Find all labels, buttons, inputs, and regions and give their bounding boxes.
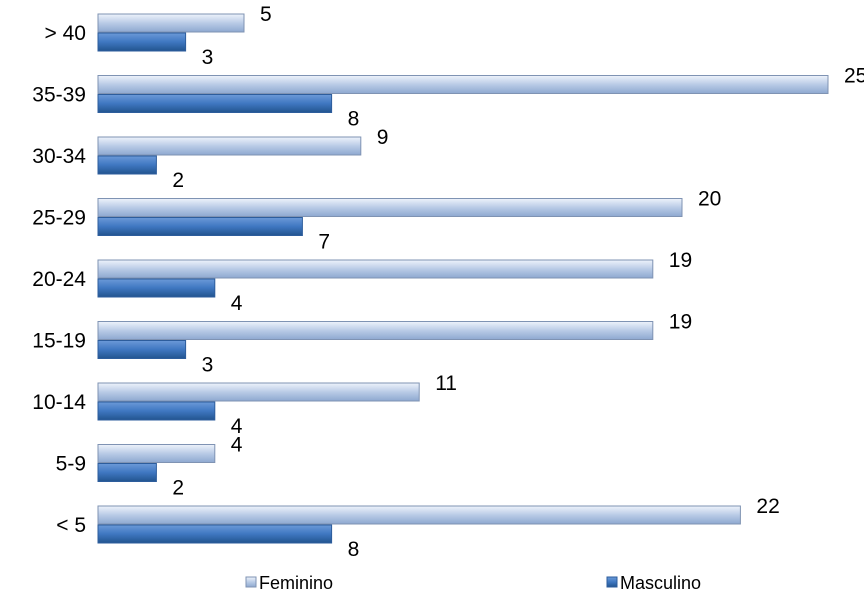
data-label: 25 (844, 65, 864, 88)
bar-masculino (98, 402, 215, 420)
bar-masculino (98, 279, 215, 297)
legend-label-masculino: Masculino (620, 573, 701, 593)
data-label: 2 (172, 477, 184, 500)
legend: Feminino Masculino (246, 573, 701, 593)
category-label: 25-29 (32, 207, 86, 230)
bar-feminino (98, 506, 740, 524)
data-label: 7 (318, 231, 330, 254)
bar-feminino (98, 260, 653, 278)
legend-label-feminino: Feminino (259, 573, 333, 593)
data-label: 11 (435, 372, 457, 395)
bar-masculino (98, 95, 332, 113)
data-label: 20 (698, 188, 721, 211)
bar-feminino (98, 445, 215, 463)
data-label: 2 (172, 169, 184, 192)
bar-masculino (98, 464, 156, 482)
bar-feminino (98, 76, 828, 94)
category-label: < 5 (56, 514, 86, 537)
category-label: > 40 (45, 22, 86, 45)
data-label: 4 (231, 292, 243, 315)
data-label: 5 (260, 3, 272, 26)
data-label: 9 (377, 126, 389, 149)
category-label: 15-19 (32, 330, 86, 353)
bar-feminino (98, 14, 244, 32)
data-label: 22 (756, 495, 779, 518)
legend-swatch-feminino (246, 577, 256, 587)
data-label: 3 (202, 46, 214, 69)
bar-masculino (98, 218, 302, 236)
bar-feminino (98, 199, 682, 217)
data-label: 8 (348, 538, 360, 561)
bar-masculino (98, 525, 332, 543)
data-label: 8 (348, 108, 360, 131)
data-label: 3 (202, 354, 214, 377)
category-label: 35-39 (32, 84, 86, 107)
bar-feminino (98, 322, 653, 340)
category-label: 5-9 (56, 453, 86, 476)
category-label: 10-14 (32, 391, 86, 414)
data-label: 4 (231, 434, 243, 457)
bar-masculino (98, 341, 186, 359)
bar-feminino (98, 383, 419, 401)
category-label: 30-34 (32, 145, 86, 168)
data-label: 19 (669, 249, 692, 272)
bar-masculino (98, 33, 186, 51)
legend-swatch-masculino (607, 577, 617, 587)
bar-masculino (98, 156, 156, 174)
plot-area: > 40 5 3 35-39 25 8 30-34 9 2 25-29 20 7 20-24 19 4 15-… (32, 3, 864, 561)
category-label: 20-24 (32, 268, 86, 291)
data-label: 19 (669, 311, 692, 334)
bar-feminino (98, 137, 361, 155)
